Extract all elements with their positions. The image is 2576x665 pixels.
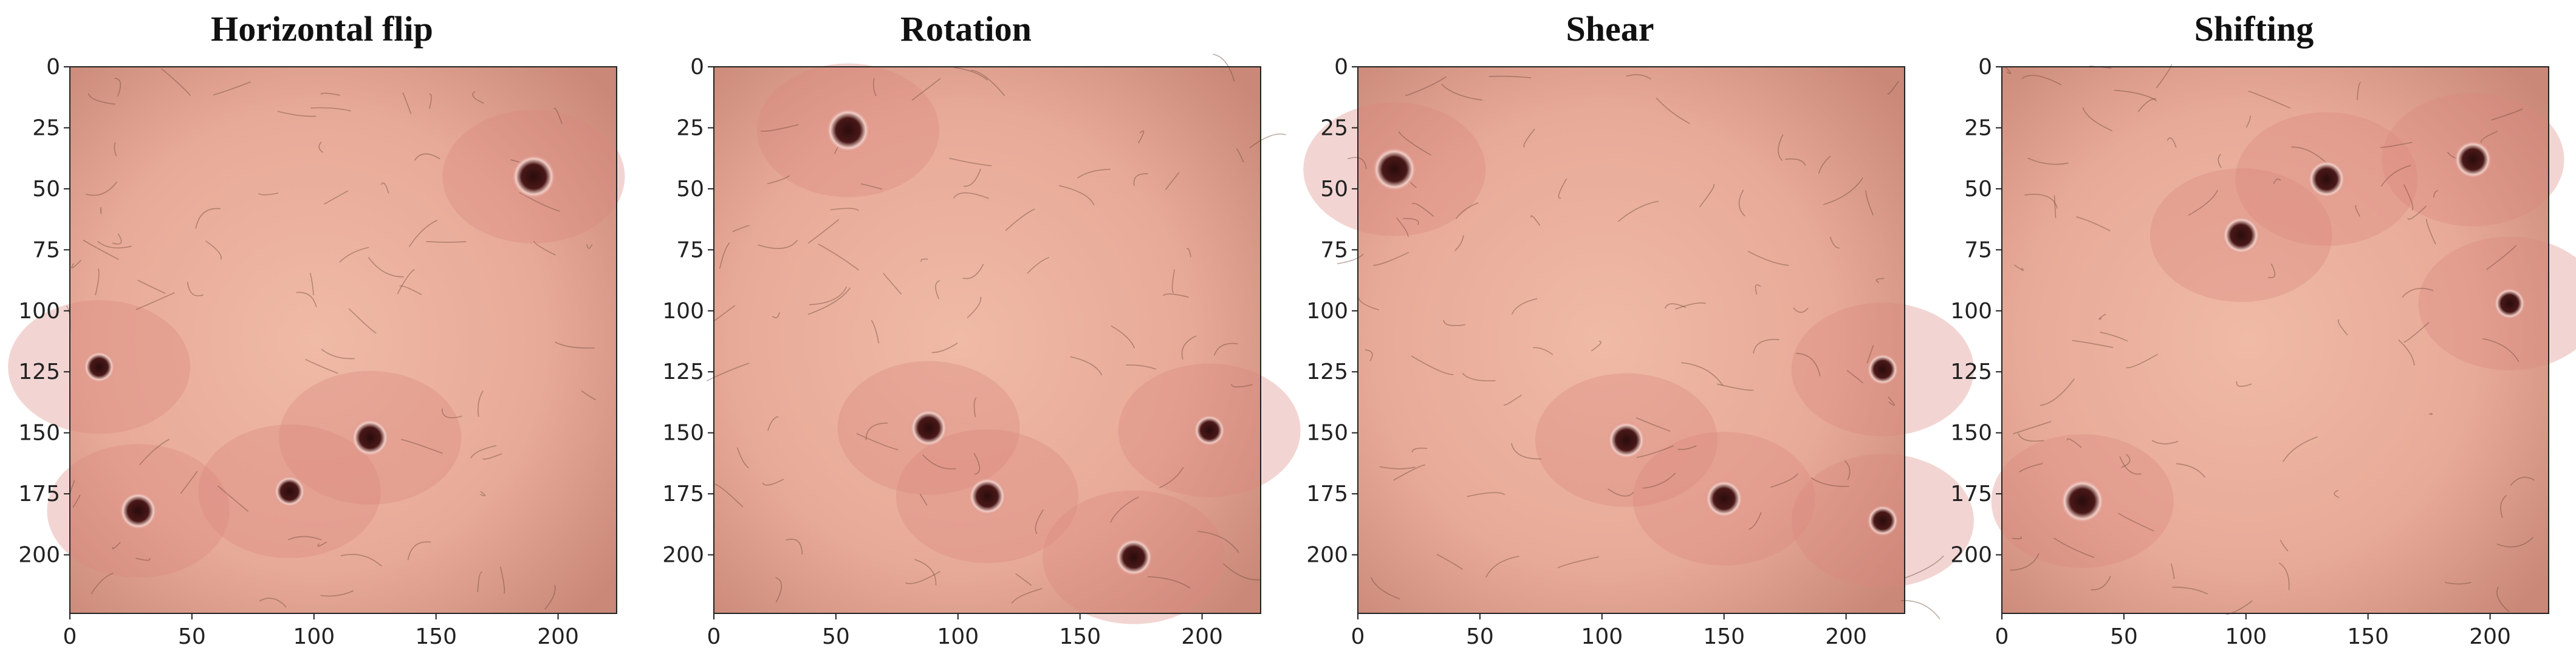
lesion [826,107,871,153]
y-tick-label: 50 [1964,177,1992,202]
y-tick-label: 75 [32,237,60,262]
lesion [351,418,389,457]
panel-title: Shifting [2194,9,2314,49]
lesion [1607,421,1646,460]
y-tick-label: 0 [46,55,60,80]
panel-title: Rotation [900,9,1032,49]
y-tick-label: 150 [18,421,60,446]
skin-photo [1991,64,2576,615]
x-tick-label: 0 [707,624,721,649]
x-tick-label: 200 [1181,624,1223,649]
y-tick-label: 0 [1334,55,1348,80]
lesion [1114,538,1153,576]
lesion [119,491,157,530]
lesion [2493,287,2526,319]
y-tick-label: 100 [18,299,60,324]
y-tick-label: 50 [32,177,60,202]
lesion [909,409,948,447]
y-tick-label: 75 [1964,237,1992,262]
y-tick-label: 25 [32,115,60,140]
lesion [968,477,1007,516]
y-tick-label: 25 [1320,115,1348,140]
image-axes: 0 25 50 75 100 125 150 175 200 0 50 100 150 200 [1303,55,1974,649]
x-tick-label: 0 [1995,624,2009,649]
y-tick-label: 50 [676,177,704,202]
y-tick-label: 125 [662,360,704,384]
lesion [1866,505,1899,537]
lesion [2060,479,2105,523]
x-tick-label: 100 [1581,624,1623,649]
image-axes: 0 25 50 75 100 125 150 175 200 0 50 100 150 200 [662,53,1301,649]
skin-photo [706,53,1301,624]
y-tick-label: 150 [1306,421,1348,446]
x-tick-label: 150 [1703,624,1745,649]
panel-2: Rotation 0 25 50 75 100 125 150 175 200 0 50 100 150 2… [644,0,1301,665]
y-tick-label: 100 [1306,299,1348,324]
y-tick-label: 0 [1978,55,1992,80]
panel-title: Horizontal flip [211,9,433,49]
y-tick-label: 50 [1320,177,1348,202]
lesion [2307,160,2346,199]
lesion [273,475,306,508]
y-tick-label: 150 [662,421,704,446]
y-tick-label: 200 [1950,543,1992,568]
lesion [1705,479,1744,518]
x-tick-label: 200 [537,624,579,649]
y-tick-label: 75 [676,237,704,262]
y-tick-label: 25 [1964,115,1992,140]
x-tick-label: 50 [822,624,850,649]
lesion [83,351,115,383]
y-tick-label: 125 [1306,360,1348,384]
y-tick-label: 25 [676,115,704,140]
x-tick-label: 50 [2110,624,2138,649]
y-tick-label: 175 [18,482,60,506]
panel-4: Shifting 0 25 50 75 100 125 150 175 200 0 50 100 150 2… [1932,0,2576,665]
x-tick-label: 0 [63,624,77,649]
y-tick-label: 0 [690,55,704,80]
x-tick-label: 150 [2347,624,2389,649]
lesion [1372,147,1417,192]
panel-title: Shear [1566,9,1654,49]
lesion [2454,140,2492,179]
x-tick-label: 0 [1351,624,1365,649]
x-tick-label: 50 [1466,624,1494,649]
x-tick-label: 100 [2225,624,2267,649]
y-tick-label: 175 [662,482,704,506]
x-tick-label: 50 [178,624,206,649]
x-tick-label: 200 [2469,624,2511,649]
x-tick-label: 100 [293,624,335,649]
y-tick-label: 150 [1950,421,1992,446]
skin-photo [1303,67,1974,619]
y-tick-label: 200 [662,543,704,568]
y-tick-label: 75 [1320,237,1348,262]
lesion [1866,353,1899,386]
x-tick-label: 200 [1825,624,1867,649]
x-tick-label: 100 [937,624,979,649]
panel-1: Horizontal flip 0 25 50 75 100 125 150 175 200 0 50… [0,0,644,665]
y-tick-label: 100 [1950,299,1992,324]
skin-photo [8,67,625,613]
y-tick-label: 175 [1950,482,1992,506]
y-tick-label: 125 [1950,360,1992,384]
y-tick-label: 100 [662,299,704,324]
y-tick-label: 200 [18,543,60,568]
image-axes: 0 25 50 75 100 125 150 175 200 0 50 100 150 200 [8,55,625,649]
y-tick-label: 125 [18,360,60,384]
lesion [1193,414,1225,446]
lesion [2222,216,2261,254]
panel-3: Shear 0 25 50 75 100 125 150 175 200 0 50 100 150 200 [1288,0,1974,665]
y-tick-label: 175 [1306,482,1348,506]
x-tick-label: 150 [1059,624,1101,649]
y-tick-label: 200 [1306,543,1348,568]
x-tick-label: 150 [415,624,457,649]
image-axes: 0 25 50 75 100 125 150 175 200 0 50 100 150 200 [1950,55,2576,649]
lesion [511,154,556,199]
